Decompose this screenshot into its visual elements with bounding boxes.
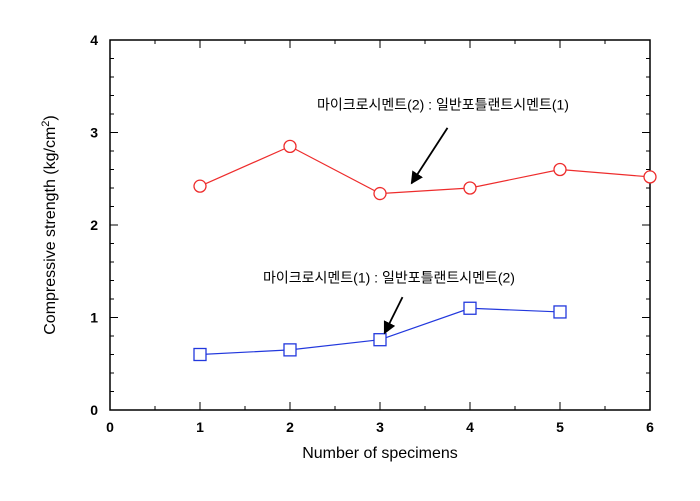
x-tick-label: 4 [466,419,474,435]
red-series-marker [284,140,296,152]
red-series-marker [554,164,566,176]
x-tick-label: 5 [556,419,564,435]
red-series-marker [464,182,476,194]
y-tick-label: 3 [90,125,98,141]
red-series-marker [374,188,386,200]
y-tick-label: 2 [90,217,98,233]
x-tick-label: 3 [376,419,384,435]
blue-series-marker [374,334,386,346]
y-tick-label: 4 [90,32,98,48]
x-axis-label: Number of specimens [302,445,458,462]
y-tick-label: 0 [90,402,98,418]
chart-container: 0 1 2 3 4 5 6 0 1 2 3 4 Number of specimens Compressi… [0,0,700,501]
x-tick-label: 1 [196,419,204,435]
y-tick-label: 1 [90,310,98,326]
blue-series-marker [554,306,566,318]
anno-red-label: 마이크로시멘트(2) : 일반포틀랜트시멘트(1) [317,96,569,112]
x-tick-label: 0 [106,419,114,435]
anno-blue-label: 마이크로시멘트(1) : 일반포틀랜트시멘트(2) [263,269,515,285]
y-axis-label: Compressive strength (kg/cm2) [40,115,59,335]
blue-series-marker [194,349,206,361]
x-tick-label: 2 [286,419,294,435]
x-tick-label: 6 [646,419,654,435]
chart-svg: 0 1 2 3 4 5 6 0 1 2 3 4 Number of specimens Compressi… [0,0,700,501]
red-series-marker [644,171,656,183]
blue-series-marker [464,302,476,314]
blue-series-marker [284,344,296,356]
red-series-marker [194,180,206,192]
